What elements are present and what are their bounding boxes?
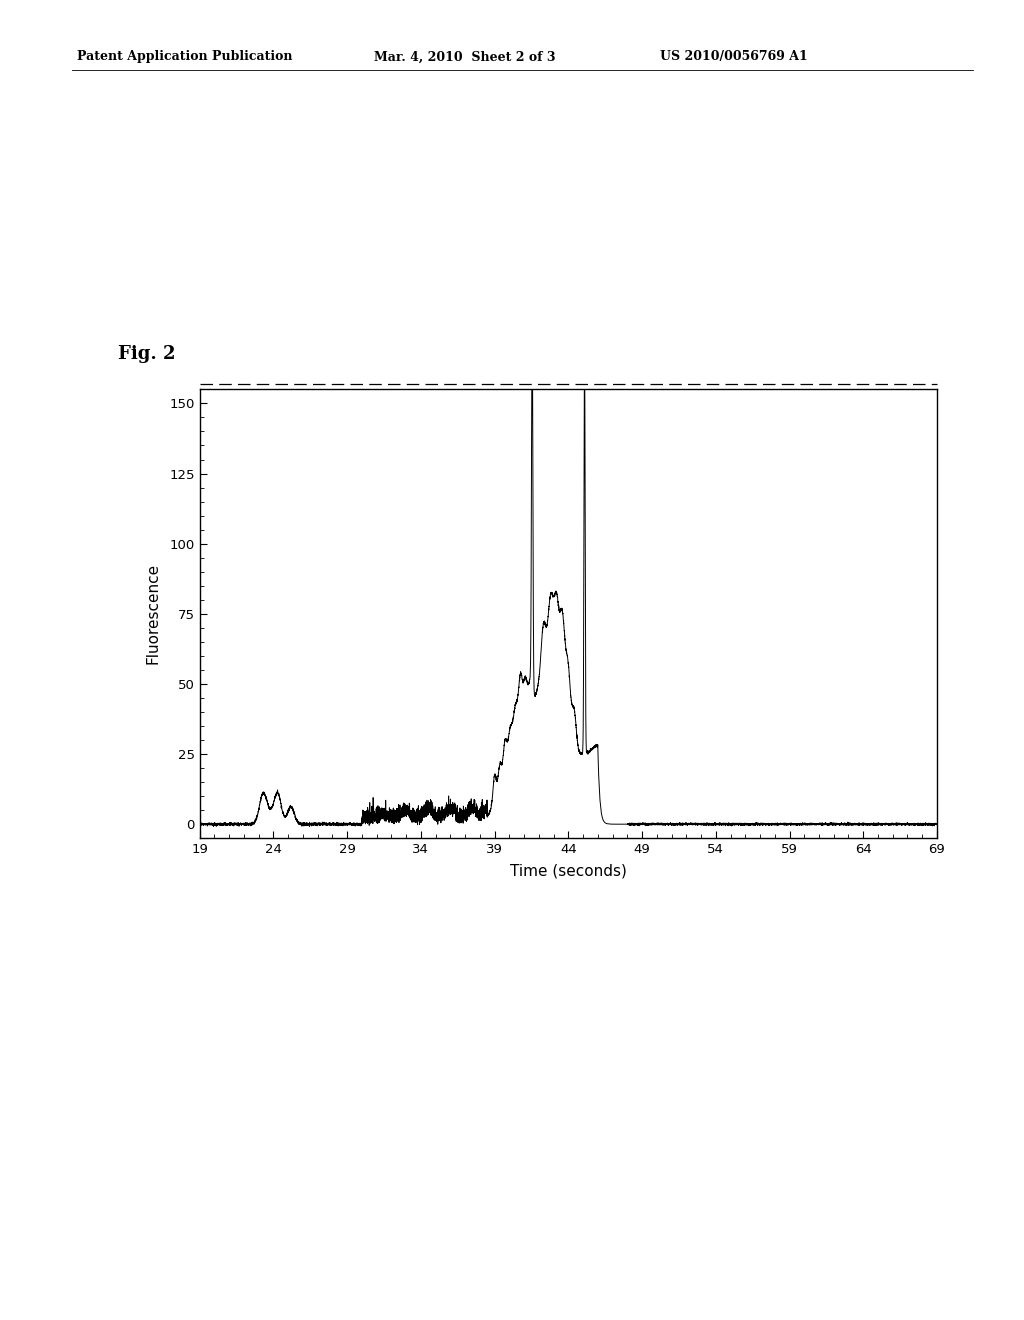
Text: Mar. 4, 2010  Sheet 2 of 3: Mar. 4, 2010 Sheet 2 of 3	[374, 50, 555, 63]
Y-axis label: Fluorescence: Fluorescence	[146, 564, 161, 664]
Text: Patent Application Publication: Patent Application Publication	[77, 50, 292, 63]
X-axis label: Time (seconds): Time (seconds)	[510, 863, 627, 878]
Text: Fig. 2: Fig. 2	[118, 345, 175, 363]
Text: US 2010/0056769 A1: US 2010/0056769 A1	[660, 50, 808, 63]
